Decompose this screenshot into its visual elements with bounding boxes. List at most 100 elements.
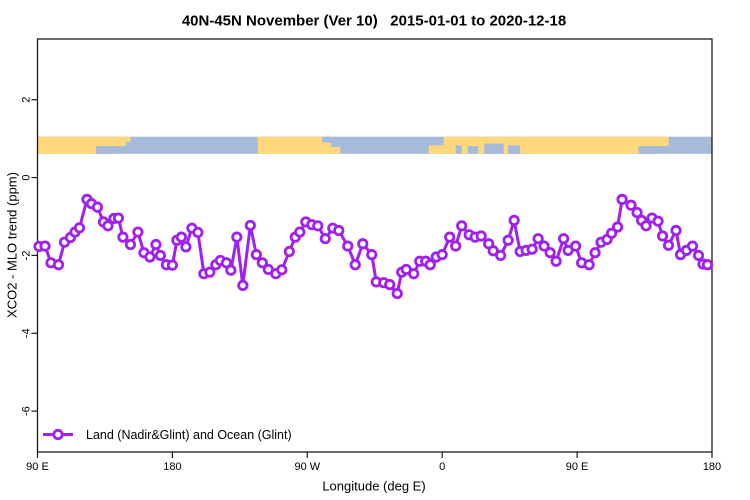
- data-point-marker: [150, 238, 162, 251]
- data-point-marker: [652, 215, 664, 227]
- data-point-marker: [570, 240, 582, 252]
- data-point-marker: [701, 259, 714, 271]
- x-axis-tick-label: 90 E: [26, 461, 49, 473]
- data-point-marker: [250, 249, 262, 261]
- data-point-marker: [456, 220, 468, 232]
- data-point-marker: [502, 234, 514, 246]
- data-point-marker: [237, 279, 249, 291]
- data-point-marker: [662, 239, 675, 251]
- data-point-marker: [487, 245, 499, 257]
- x-axis-tick-label: 180: [703, 461, 721, 473]
- data-point-marker: [117, 231, 129, 243]
- data-point-marker: [550, 255, 562, 267]
- legend-series-marker-icon: [43, 428, 73, 441]
- data-point-marker: [384, 279, 396, 291]
- data-point-marker: [605, 227, 618, 239]
- data-point-marker: [444, 231, 456, 243]
- x-axis-tick-label: 90 E: [566, 461, 589, 473]
- world-map-strip-land-segment: [653, 136, 669, 147]
- data-point-marker: [526, 243, 538, 255]
- data-point-marker: [686, 240, 699, 252]
- data-point-marker: [333, 224, 345, 237]
- data-point-marker: [342, 240, 354, 252]
- data-point-marker: [495, 249, 507, 262]
- data-point-marker: [124, 238, 137, 251]
- data-point-marker: [357, 238, 369, 250]
- data-point-marker: [73, 222, 86, 234]
- world-map-strip-land-segment: [257, 136, 332, 154]
- world-map-strip-ocean-segment: [455, 145, 462, 154]
- data-point-marker: [276, 264, 288, 276]
- data-point-marker: [616, 193, 628, 205]
- data-point-marker: [283, 245, 295, 258]
- data-point-marker: [204, 266, 216, 278]
- x-axis-tick-label: 90 W: [294, 461, 320, 473]
- x-axis-tick-label: 0: [439, 461, 445, 473]
- data-point-marker: [294, 226, 306, 238]
- data-point-marker: [656, 230, 669, 242]
- data-point-marker: [692, 249, 705, 262]
- data-point-marker: [640, 220, 652, 232]
- data-point-marker: [408, 268, 420, 280]
- world-map-strip-ocean-segment: [638, 146, 657, 154]
- data-point-marker: [625, 199, 637, 211]
- data-point-marker: [225, 264, 237, 276]
- data-point-marker: [436, 249, 448, 261]
- world-map-strip-ocean-segment: [484, 143, 504, 154]
- data-point-marker: [544, 247, 556, 259]
- world-map-strip-land-segment: [331, 146, 341, 154]
- world-map-strip-ocean-segment: [467, 146, 479, 154]
- legend: Land (Nadir&Glint) and Ocean (Glint): [41, 427, 292, 442]
- data-point-marker: [180, 241, 192, 253]
- data-point-marker: [256, 257, 268, 269]
- data-point-marker: [631, 207, 643, 219]
- y-axis-title: XCO2 - MLO trend (ppm): [4, 172, 20, 318]
- data-point-marker: [154, 249, 167, 262]
- data-point-marker: [532, 233, 544, 245]
- data-point-marker: [475, 230, 487, 242]
- data-point-marker: [670, 224, 682, 237]
- data-point-marker: [391, 287, 403, 300]
- world-map-strip-ocean-segment: [322, 136, 332, 143]
- data-point-marker: [583, 259, 595, 271]
- data-point-marker: [166, 259, 178, 271]
- data-point-marker: [424, 259, 436, 271]
- data-point-marker: [112, 212, 125, 224]
- legend-label: Land (Nadir&Glint) and Ocean (Glint): [86, 427, 292, 442]
- data-point-marker: [589, 247, 601, 259]
- data-point-marker: [175, 231, 187, 243]
- world-map-strip-ocean-segment: [508, 145, 521, 154]
- data-point-marker: [450, 240, 462, 252]
- x-axis-tick-label: 180: [163, 461, 181, 473]
- world-map-strip-land-segment: [428, 145, 444, 154]
- data-point-marker: [244, 219, 256, 232]
- data-point-marker: [319, 233, 331, 245]
- data-point-marker: [102, 220, 114, 232]
- data-point-marker: [231, 231, 243, 243]
- data-point-marker: [91, 201, 104, 213]
- world-map-strip-land-segment: [125, 136, 131, 142]
- data-point-marker: [144, 251, 156, 263]
- world-map-strip-land-segment: [37, 136, 113, 154]
- y-axis-tick-label: -4: [21, 328, 33, 338]
- data-point-marker: [312, 220, 324, 232]
- data-point-marker: [366, 249, 378, 261]
- plot-border: [36, 38, 713, 453]
- world-map-strip-ocean-segment: [95, 146, 114, 154]
- x-axis-title: Longitude (deg E): [322, 478, 426, 494]
- world-map-strip-land-segment: [521, 136, 654, 154]
- data-point-marker: [611, 221, 624, 233]
- data-point-marker: [558, 233, 570, 245]
- y-axis-tick-label: -2: [21, 251, 33, 261]
- data-point-marker: [52, 259, 65, 271]
- chart-title: 40N-45N November (Ver 10) 2015-01-01 to …: [181, 12, 567, 30]
- data-point-marker: [132, 226, 144, 238]
- data-point-marker: [508, 214, 520, 226]
- data-point-marker: [39, 240, 51, 252]
- y-axis-tick-label: 0: [21, 175, 33, 181]
- data-point-marker: [538, 240, 550, 252]
- data-point-marker: [349, 259, 361, 271]
- data-point-marker: [192, 226, 204, 239]
- world-map-strip-land-segment: [112, 136, 126, 147]
